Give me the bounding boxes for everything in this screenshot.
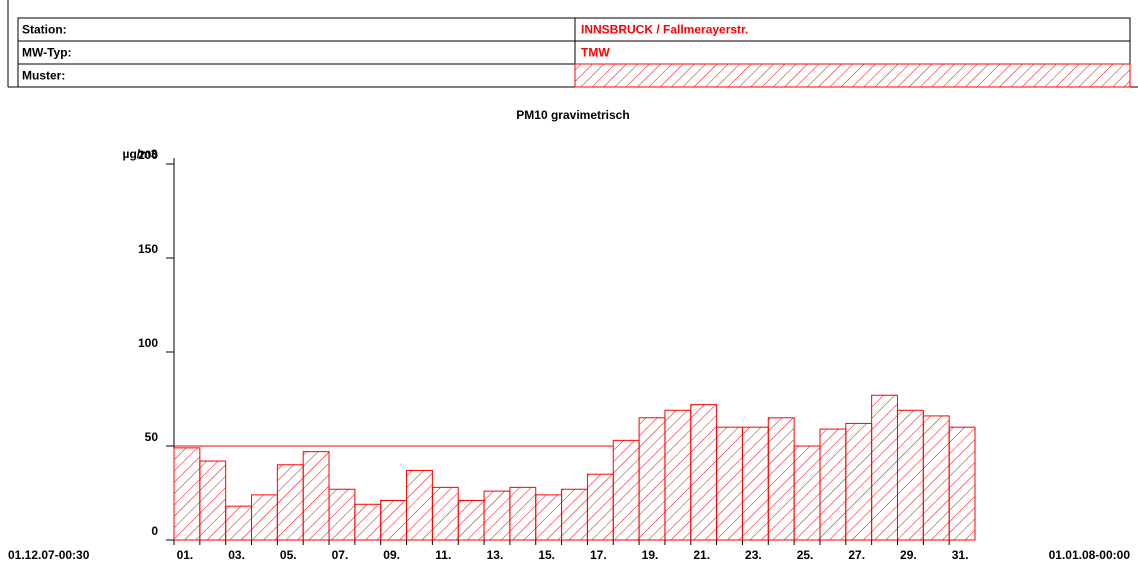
x-tick-label: 23.: [745, 548, 762, 562]
header-value: INNSBRUCK / Fallmerayerstr.: [581, 23, 748, 37]
x-tick-label: 29.: [900, 548, 917, 562]
x-tick-label: 31.: [952, 548, 969, 562]
bar: [612, 439, 640, 541]
y-tick-label: 0: [151, 524, 158, 538]
x-tick-label: 11.: [435, 548, 451, 562]
x-tick-label: 19.: [642, 548, 659, 562]
bar: [638, 417, 666, 541]
x-tick-label: 09.: [383, 548, 400, 562]
x-tick-label: 15.: [538, 548, 555, 562]
bar: [586, 473, 614, 541]
bar: [380, 500, 408, 541]
x-tick-label: 25.: [797, 548, 814, 562]
bar: [948, 426, 976, 541]
x-tick-label: 13.: [487, 548, 504, 562]
bar: [845, 422, 873, 541]
x-tick-label: 07.: [332, 548, 349, 562]
bar: [406, 469, 433, 541]
y-axis-label: µg/m3: [123, 147, 158, 161]
bar: [276, 464, 304, 541]
bar: [354, 503, 382, 541]
x-tick-label: 05.: [280, 548, 297, 562]
bar: [302, 451, 330, 541]
bar: [225, 505, 253, 541]
x-end-label: 01.01.08-00:00: [1049, 548, 1131, 562]
x-tick-label: 27.: [848, 548, 865, 562]
x-tick-label: 01.: [177, 548, 194, 562]
bar: [561, 488, 588, 541]
bar: [664, 409, 692, 541]
bar: [431, 486, 459, 541]
bar: [922, 415, 950, 541]
y-tick-label: 50: [145, 430, 159, 444]
y-tick-label: 150: [138, 242, 158, 256]
x-tick-label: 03.: [228, 548, 245, 562]
bar: [509, 486, 537, 541]
bar: [819, 428, 847, 541]
bar: [767, 417, 795, 541]
header-label: Muster:: [22, 69, 65, 83]
header-cell: [17, 63, 576, 88]
bar: [741, 426, 769, 541]
bar: [173, 447, 201, 541]
header-label: Station:: [22, 23, 67, 37]
x-start-label: 01.12.07-00:30: [8, 548, 90, 562]
x-tick-label: 17.: [590, 548, 607, 562]
x-tick-label: 21.: [693, 548, 710, 562]
bar: [199, 460, 227, 541]
bar: [483, 490, 511, 541]
bar: [896, 409, 924, 541]
bar: [457, 500, 485, 541]
header-cell: [574, 40, 1131, 65]
header-cell: [574, 63, 1131, 88]
bar: [716, 426, 743, 541]
chart-title: PM10 gravimetrisch: [516, 108, 629, 122]
bar: [690, 404, 718, 541]
bar: [328, 488, 356, 541]
header-label: MW-Typ:: [22, 46, 72, 60]
bar: [871, 394, 898, 541]
header-value: TMW: [581, 46, 610, 60]
y-tick-label: 100: [138, 336, 158, 350]
header-cell: [17, 40, 576, 65]
y-tick-label: 200: [138, 148, 158, 162]
bar: [251, 494, 278, 541]
header-cell: [17, 17, 576, 42]
bar: [535, 494, 563, 541]
bar: [793, 445, 821, 541]
